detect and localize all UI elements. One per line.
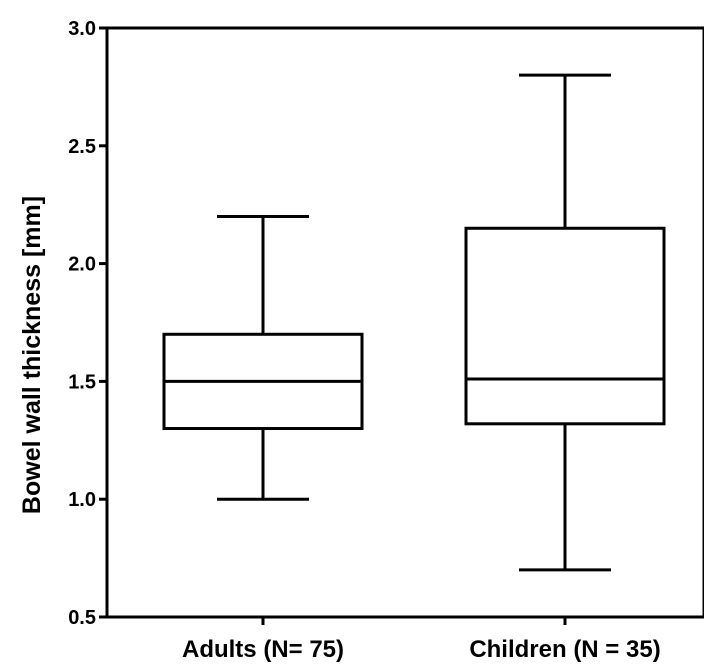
y-tick-label: 1.5 [68,371,96,393]
y-tick-label: 1.0 [68,489,96,511]
x-axis-ticks: Adults (N= 75) Children (N = 35) [182,617,661,663]
y-tick-label: 2.0 [68,254,96,276]
iqr-box [464,226,666,426]
box-adults [162,214,364,501]
y-tick-label: 0.5 [68,607,96,629]
box-children [464,73,666,572]
y-tick-label: 3.0 [68,18,96,40]
y-tick-label: 2.5 [68,136,96,158]
y-axis-title: Bowel wall thickness [mm] [18,196,46,514]
x-category-label: Adults (N= 75) [182,636,344,663]
plot-frame [105,26,704,619]
box-series [162,73,666,572]
y-axis-ticks: 0.5 1.0 1.5 2.0 2.5 3.0 [68,18,107,629]
x-category-label: Children (N = 35) [469,636,660,663]
